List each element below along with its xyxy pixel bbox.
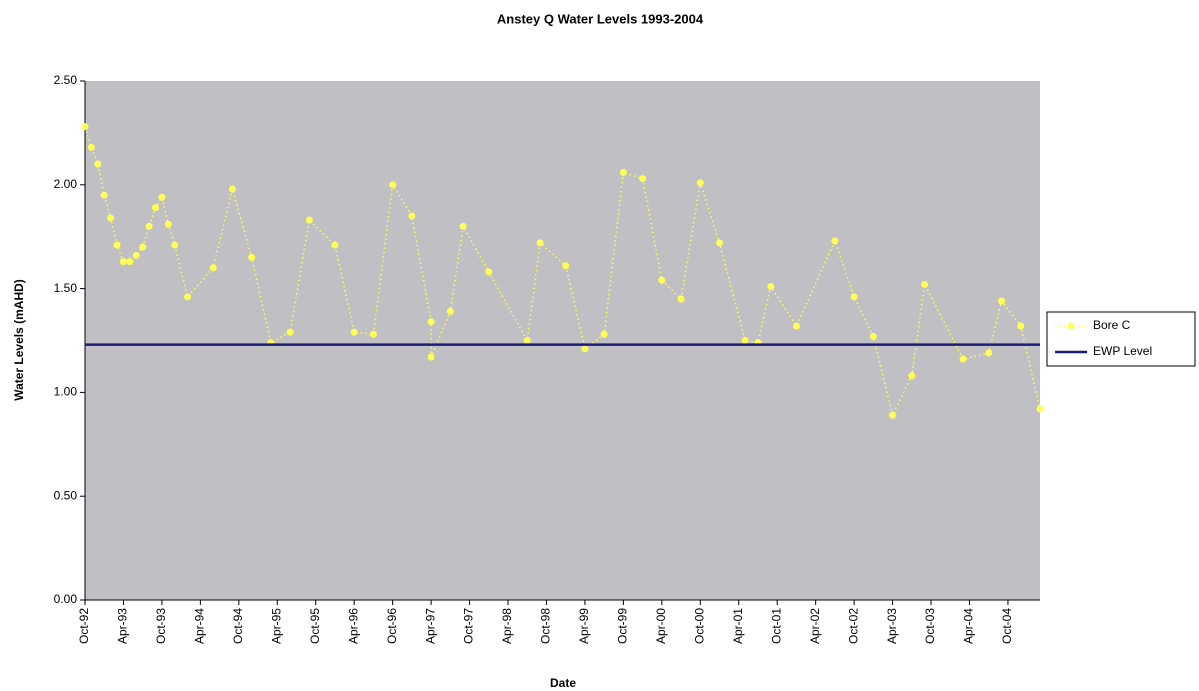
x-tick-label: Oct-97 — [462, 608, 476, 644]
y-axis-title: Water Levels (mAHD) — [12, 279, 26, 401]
data-point — [164, 220, 172, 228]
data-point — [523, 337, 531, 344]
data-point — [107, 214, 115, 222]
x-tick-label: Oct-00 — [692, 608, 706, 644]
data-point — [119, 258, 127, 266]
data-point — [389, 181, 397, 189]
data-point — [126, 258, 134, 266]
data-point — [741, 337, 749, 344]
x-tick-label: Apr-95 — [269, 608, 283, 644]
data-point — [331, 241, 339, 249]
data-point — [228, 185, 236, 193]
x-tick-label: Oct-02 — [846, 608, 860, 644]
data-point — [869, 332, 877, 340]
data-point — [908, 372, 916, 380]
y-tick-label: 2.50 — [54, 73, 78, 87]
data-point — [696, 179, 704, 187]
data-point — [94, 160, 102, 168]
legend-label: Bore C — [1093, 318, 1131, 332]
x-tick-label: Oct-99 — [616, 608, 630, 644]
y-tick-label: 0.50 — [54, 488, 78, 502]
data-point — [209, 264, 217, 272]
data-point — [889, 411, 897, 419]
data-point — [286, 328, 294, 336]
data-point — [831, 237, 839, 245]
data-point — [792, 322, 800, 330]
x-tick-label: Apr-97 — [423, 608, 437, 644]
series-line — [84, 126, 1041, 418]
x-tick-label: Oct-92 — [77, 608, 91, 644]
x-tick-label: Oct-98 — [539, 608, 553, 644]
data-point — [132, 251, 140, 259]
data-point — [767, 283, 775, 291]
x-tick-label: Oct-93 — [154, 608, 168, 644]
data-point — [619, 168, 627, 176]
x-tick-label: Apr-02 — [808, 608, 822, 644]
data-point — [921, 280, 929, 288]
data-point — [427, 353, 435, 361]
data-point — [446, 307, 454, 315]
data-point — [100, 191, 108, 199]
data-point — [998, 297, 1006, 305]
data-point — [248, 253, 256, 261]
x-tick-label: Apr-01 — [731, 608, 745, 644]
data-point — [139, 243, 147, 251]
data-point — [81, 123, 89, 131]
data-point — [408, 212, 416, 220]
x-tick-label: Apr-98 — [500, 608, 514, 644]
x-axis-title: Date — [550, 676, 576, 690]
legend-box — [1046, 311, 1196, 367]
x-tick-label: Apr-93 — [116, 608, 130, 644]
data-point — [581, 345, 589, 353]
data-point — [369, 330, 377, 338]
data-point — [184, 293, 192, 301]
data-point — [171, 241, 179, 249]
data-point — [305, 216, 313, 224]
x-tick-label: Oct-01 — [769, 608, 783, 644]
data-point — [427, 318, 435, 326]
x-tick-label: Apr-99 — [577, 608, 591, 644]
y-tick-label: 0.00 — [54, 592, 78, 606]
data-point — [350, 328, 358, 336]
data-point — [145, 222, 153, 230]
data-point — [152, 204, 160, 212]
chart-title: Anstey Q Water Levels 1993-2004 — [497, 11, 704, 26]
plot-area — [85, 81, 1040, 600]
x-tick-label: Apr-96 — [346, 608, 360, 644]
x-tick-label: Oct-94 — [231, 608, 245, 644]
data-point — [959, 355, 967, 363]
data-point — [716, 239, 724, 247]
data-point — [485, 268, 493, 276]
data-point — [1036, 405, 1044, 413]
y-tick-label: 2.00 — [54, 177, 78, 191]
data-point — [562, 262, 570, 270]
y-tick-label: 1.50 — [54, 281, 78, 295]
data-point — [850, 293, 858, 301]
x-tick-label: Oct-96 — [385, 608, 399, 644]
legend-label: EWP Level — [1093, 344, 1152, 358]
x-tick-label: Oct-04 — [1000, 608, 1014, 644]
x-tick-label: Oct-95 — [308, 608, 322, 644]
legend-marker — [1067, 322, 1075, 330]
x-tick-label: Apr-00 — [654, 608, 668, 644]
data-point — [600, 330, 608, 338]
x-tick-label: Apr-04 — [962, 608, 976, 644]
data-point — [113, 241, 121, 249]
data-point — [158, 193, 166, 201]
data-point — [985, 349, 993, 357]
data-point — [459, 222, 467, 230]
data-point — [639, 175, 647, 183]
data-point — [658, 276, 666, 284]
x-tick-label: Apr-03 — [885, 608, 899, 644]
data-point — [677, 295, 685, 303]
data-point — [87, 143, 95, 151]
x-tick-label: Apr-94 — [193, 608, 207, 644]
data-point — [1017, 322, 1025, 330]
x-tick-label: Oct-03 — [923, 608, 937, 644]
y-tick-label: 1.00 — [54, 385, 78, 399]
data-point — [536, 239, 544, 247]
